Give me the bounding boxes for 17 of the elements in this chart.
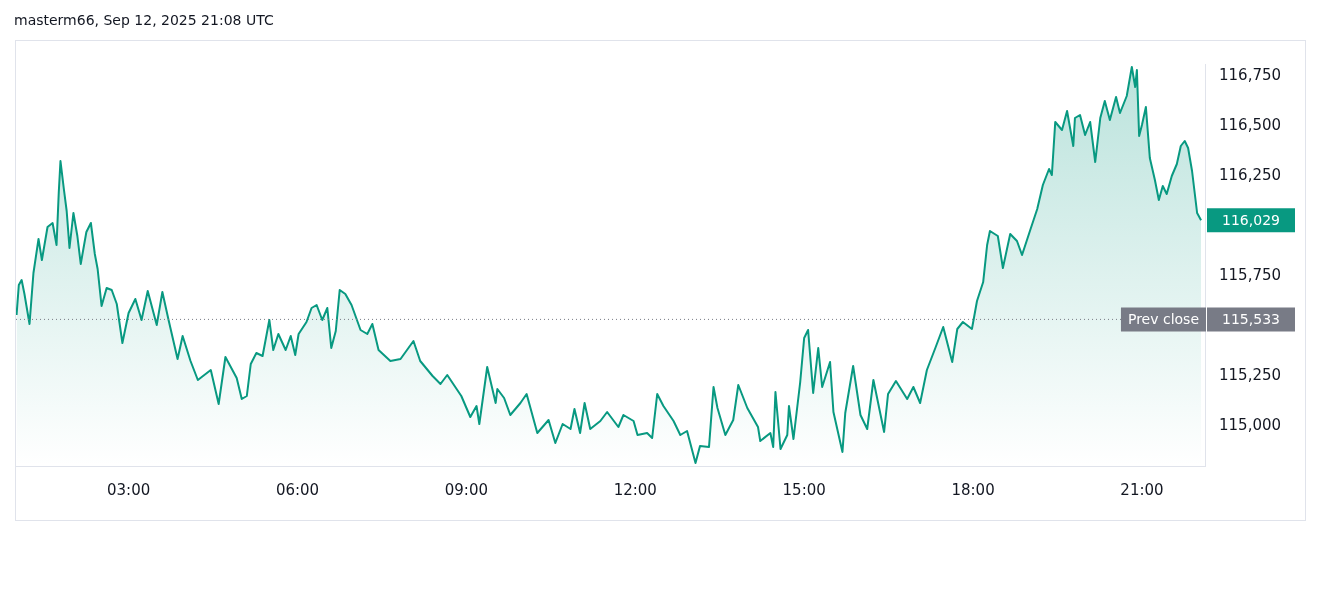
annotation: 116,029: [1222, 211, 1280, 228]
y-tick-label: 115,000: [1219, 415, 1282, 434]
chart-title: masterm66, Sep 12, 2025 21:08 UTC: [14, 12, 274, 28]
x-tick-label: 12:00: [613, 480, 657, 499]
x-tick-label: 09:00: [444, 480, 488, 499]
x-tick-label: 18:00: [951, 480, 995, 499]
x-tick-label: 06:00: [275, 480, 320, 499]
y-tick-label: 116,500: [1219, 115, 1282, 134]
x-tick-label: 15:00: [782, 480, 826, 499]
y-tick-label: 116,750: [1219, 65, 1282, 84]
y-tick-label: 115,250: [1219, 365, 1282, 384]
y-tick-label: 116,250: [1219, 165, 1282, 184]
y-tick-label: 115,750: [1219, 265, 1282, 284]
text: 115,533: [1222, 311, 1280, 328]
ref-line-label: Prev close: [1127, 311, 1199, 328]
x-tick-label: 03:00: [106, 480, 151, 499]
x-tick-label: 21:00: [1120, 480, 1164, 499]
